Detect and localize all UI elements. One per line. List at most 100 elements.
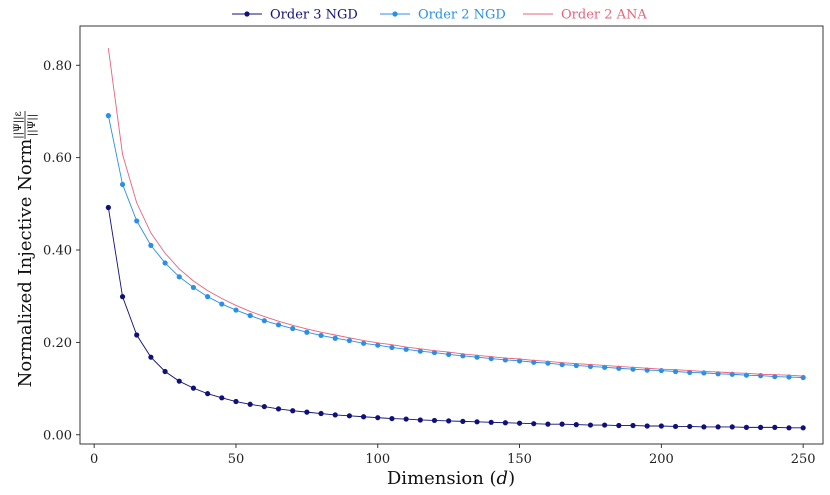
data-point bbox=[658, 423, 664, 429]
data-point bbox=[190, 284, 197, 291]
data-point bbox=[758, 424, 764, 430]
x-axis-title: Dimension (d) bbox=[387, 468, 515, 489]
data-point bbox=[375, 342, 381, 348]
data-point bbox=[162, 368, 168, 375]
data-point bbox=[261, 403, 267, 410]
data-point bbox=[573, 422, 579, 428]
data-point bbox=[134, 332, 140, 338]
data-point bbox=[502, 420, 508, 426]
data-point bbox=[134, 218, 140, 224]
data-point bbox=[360, 340, 367, 346]
data-point bbox=[587, 422, 594, 428]
data-point bbox=[672, 368, 679, 375]
y-tick-label: 0.20 bbox=[43, 336, 72, 351]
x-tick-label: 150 bbox=[507, 452, 532, 467]
data-point bbox=[119, 181, 126, 188]
data-point bbox=[616, 422, 622, 429]
data-point bbox=[375, 415, 381, 421]
data-point bbox=[176, 378, 182, 384]
data-point bbox=[602, 364, 608, 370]
data-point bbox=[219, 395, 225, 401]
data-point bbox=[190, 385, 197, 391]
data-point bbox=[616, 365, 622, 371]
data-point bbox=[687, 369, 693, 376]
legend-item-order-2-ngd: Order 2 NGD bbox=[380, 8, 506, 23]
data-point bbox=[786, 425, 792, 431]
data-point bbox=[247, 312, 253, 319]
data-point bbox=[148, 242, 154, 248]
x-tick-label: 200 bbox=[649, 452, 674, 467]
legend-item-order-3-ngd: Order 3 NGD bbox=[232, 8, 358, 23]
data-point bbox=[516, 420, 523, 426]
legend-swatch-marker bbox=[392, 11, 398, 17]
data-point bbox=[559, 361, 565, 368]
data-point bbox=[502, 357, 508, 363]
y-tick-label: 0.60 bbox=[43, 151, 72, 166]
data-point bbox=[715, 424, 721, 430]
y-axis-title-text: Normalized Injective Norm bbox=[15, 139, 36, 388]
data-point bbox=[417, 417, 423, 423]
legend-label: Order 2 NGD bbox=[418, 8, 506, 23]
data-point bbox=[743, 424, 750, 430]
data-point bbox=[630, 366, 636, 372]
data-point bbox=[332, 412, 338, 418]
data-point bbox=[346, 413, 353, 419]
data-point bbox=[531, 359, 537, 365]
data-point bbox=[275, 322, 282, 328]
data-point bbox=[460, 418, 466, 424]
y-axis: 0.00 0.20 0.40 0.60 0.80 bbox=[43, 59, 80, 443]
legend-label: Order 3 NGD bbox=[270, 8, 358, 23]
legend-item-order-2-ana: Order 2 ANA bbox=[523, 8, 647, 23]
x-tick-label: 50 bbox=[228, 452, 245, 467]
data-point bbox=[318, 332, 324, 339]
data-point bbox=[290, 408, 296, 414]
series-order-2-ana bbox=[107, 48, 804, 377]
data-point bbox=[389, 344, 395, 351]
data-point bbox=[800, 425, 806, 431]
data-point bbox=[417, 348, 423, 354]
data-point bbox=[446, 418, 452, 424]
data-point bbox=[261, 318, 267, 324]
data-point bbox=[431, 417, 438, 424]
series-order-3-ngd bbox=[105, 204, 806, 431]
legend-label: Order 2 ANA bbox=[561, 8, 647, 23]
data-point bbox=[602, 422, 608, 428]
data-point bbox=[332, 335, 338, 341]
y-tick-label: 0.40 bbox=[43, 244, 72, 259]
data-point bbox=[488, 419, 494, 425]
data-point bbox=[360, 414, 367, 420]
plot-frame bbox=[79, 25, 824, 445]
data-point bbox=[290, 325, 296, 332]
x-tick-label: 100 bbox=[365, 452, 390, 467]
data-point bbox=[304, 409, 310, 415]
data-point bbox=[233, 398, 239, 405]
data-point bbox=[119, 294, 126, 300]
data-point bbox=[304, 329, 310, 335]
data-point bbox=[219, 301, 225, 307]
data-point bbox=[205, 294, 211, 300]
series-order-2-ngd bbox=[105, 113, 806, 381]
x-tick-label: 0 bbox=[90, 452, 98, 467]
data-point bbox=[389, 415, 395, 422]
data-point bbox=[105, 204, 111, 211]
data-point bbox=[743, 372, 750, 378]
data-point bbox=[148, 354, 154, 360]
data-point bbox=[105, 113, 111, 119]
data-point bbox=[715, 371, 721, 377]
series-line-order-2-ngd bbox=[107, 115, 804, 378]
data-point bbox=[247, 401, 253, 407]
data-point bbox=[573, 362, 579, 369]
data-point bbox=[446, 351, 452, 357]
data-point bbox=[346, 337, 353, 344]
legend: Order 3 NGD Order 2 NGD Order 2 ANA bbox=[232, 8, 647, 23]
data-point bbox=[233, 307, 239, 313]
legend-swatch-marker bbox=[244, 11, 250, 17]
data-point bbox=[176, 274, 182, 280]
data-point bbox=[772, 424, 778, 430]
data-point bbox=[474, 419, 480, 425]
data-point bbox=[403, 416, 409, 422]
data-point bbox=[687, 423, 693, 430]
data-point bbox=[729, 424, 735, 430]
data-point bbox=[403, 346, 409, 352]
